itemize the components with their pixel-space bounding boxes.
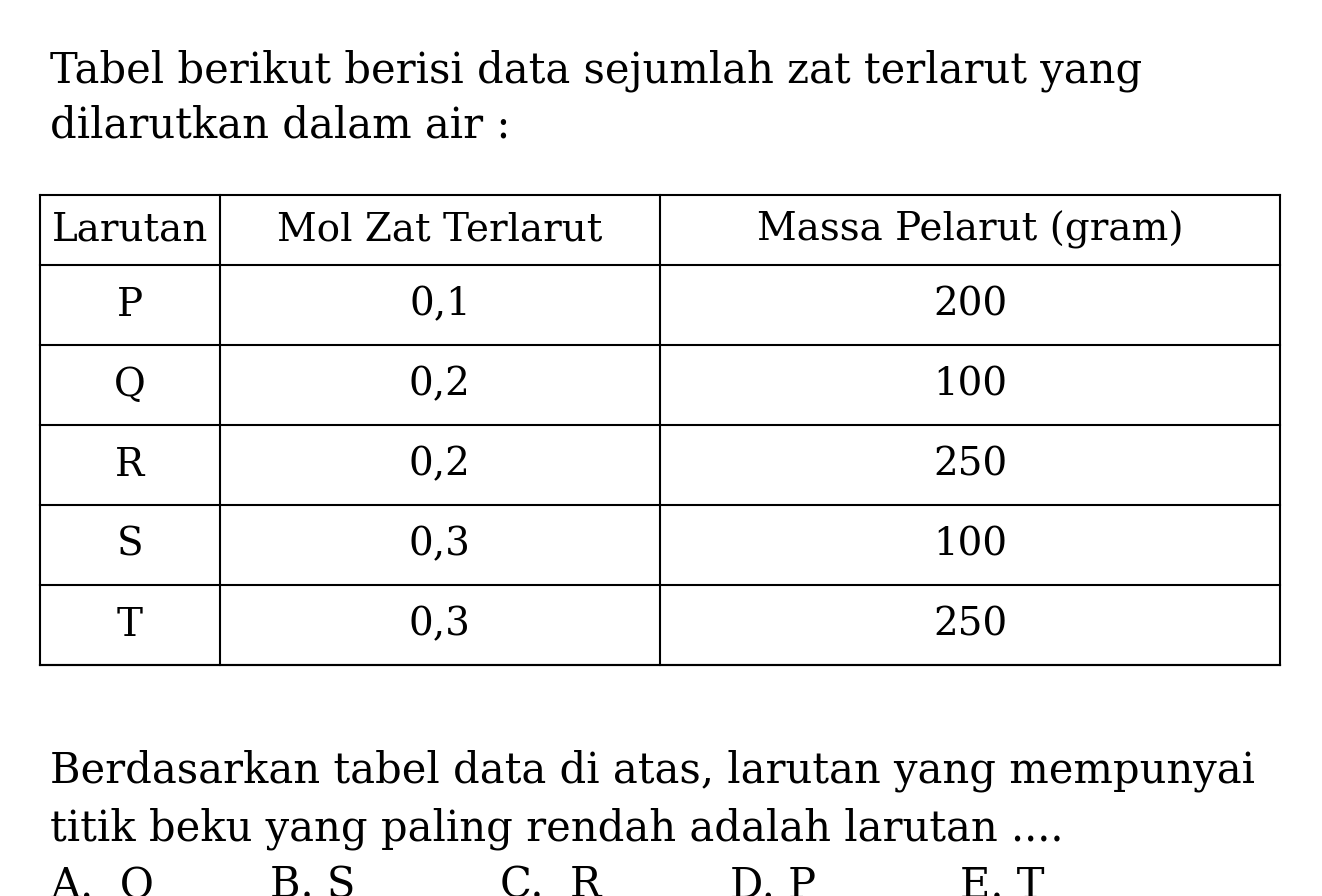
Text: Mol Zat Terlarut: Mol Zat Terlarut xyxy=(278,211,603,248)
Text: A.  Q: A. Q xyxy=(50,865,153,896)
Text: 200: 200 xyxy=(933,287,1007,323)
Text: Q: Q xyxy=(114,366,145,403)
Text: E. T: E. T xyxy=(960,865,1044,896)
Text: Tabel berikut berisi data sejumlah zat terlarut yang: Tabel berikut berisi data sejumlah zat t… xyxy=(50,50,1142,92)
Text: 100: 100 xyxy=(933,527,1007,564)
Text: 250: 250 xyxy=(933,607,1007,643)
Text: C.  R: C. R xyxy=(500,865,602,896)
Text: titik beku yang paling rendah adalah larutan ....: titik beku yang paling rendah adalah lar… xyxy=(50,808,1063,850)
Text: 0,1: 0,1 xyxy=(408,287,471,323)
Text: 0,3: 0,3 xyxy=(408,607,471,643)
Text: 250: 250 xyxy=(933,446,1007,484)
Text: 0,2: 0,2 xyxy=(408,446,471,484)
Text: Berdasarkan tabel data di atas, larutan yang mempunyai: Berdasarkan tabel data di atas, larutan … xyxy=(50,750,1255,792)
Text: B. S: B. S xyxy=(270,865,356,896)
Text: dilarutkan dalam air :: dilarutkan dalam air : xyxy=(50,105,510,147)
Text: Massa Pelarut (gram): Massa Pelarut (gram) xyxy=(756,211,1183,249)
Text: R: R xyxy=(115,446,144,484)
Text: Larutan: Larutan xyxy=(52,211,208,248)
Text: S: S xyxy=(116,527,143,564)
Text: 100: 100 xyxy=(933,366,1007,403)
Text: P: P xyxy=(116,287,143,323)
Text: 0,2: 0,2 xyxy=(408,366,471,403)
Text: D. P: D. P xyxy=(730,865,816,896)
Text: 0,3: 0,3 xyxy=(408,527,471,564)
Text: T: T xyxy=(116,607,143,643)
